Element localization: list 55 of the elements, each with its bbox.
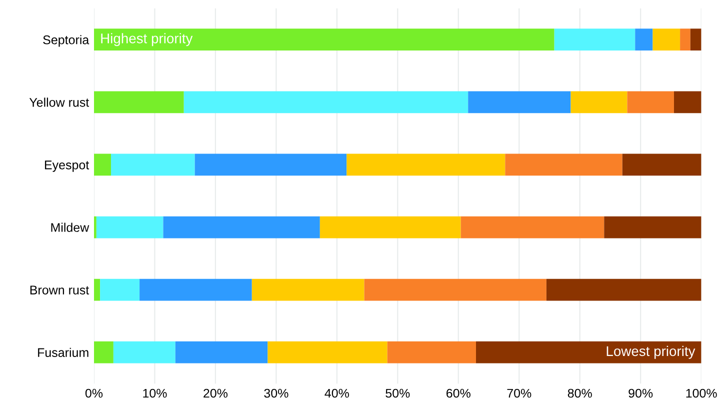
bar bbox=[175, 341, 268, 364]
bar bbox=[100, 278, 140, 301]
x-tick-label: 40% bbox=[324, 388, 349, 398]
y-tick-label: Eyespot bbox=[44, 160, 90, 172]
y-tick-label: Yellow rust bbox=[29, 98, 90, 107]
bar bbox=[320, 216, 461, 238]
bar bbox=[94, 91, 184, 114]
x-tick-label: 20% bbox=[204, 388, 228, 398]
bar bbox=[194, 154, 347, 176]
bar bbox=[163, 216, 320, 238]
bar bbox=[652, 28, 680, 51]
annotation: Lowest priority bbox=[606, 346, 696, 359]
annotation: Highest priority bbox=[101, 33, 193, 46]
bar bbox=[387, 341, 476, 364]
bar bbox=[94, 154, 111, 176]
x-tick-label: 60% bbox=[446, 388, 470, 398]
bar bbox=[570, 91, 628, 114]
bar bbox=[476, 341, 702, 364]
bar bbox=[690, 28, 702, 51]
bar bbox=[627, 91, 674, 114]
bar bbox=[140, 278, 252, 301]
bar bbox=[94, 28, 554, 51]
x-tick-label: 10% bbox=[143, 388, 167, 398]
bar bbox=[268, 341, 388, 364]
bar bbox=[96, 216, 164, 238]
bar bbox=[468, 91, 571, 114]
bar bbox=[622, 154, 702, 176]
x-tick-label: 30% bbox=[264, 388, 288, 398]
bar bbox=[505, 154, 622, 176]
bar bbox=[94, 216, 96, 238]
bar bbox=[460, 216, 604, 238]
bar bbox=[680, 28, 690, 51]
y-tick-label: Brown rust bbox=[30, 286, 90, 294]
y-tick-label: Septoria bbox=[43, 35, 90, 47]
bar bbox=[635, 28, 653, 51]
bar bbox=[554, 28, 636, 51]
y-tick-label: Fusarium bbox=[38, 348, 88, 358]
bar bbox=[364, 278, 546, 301]
x-tick-label: 80% bbox=[568, 388, 592, 398]
bar bbox=[113, 341, 176, 364]
bar bbox=[184, 91, 468, 114]
bar bbox=[604, 216, 702, 238]
x-tick-label: 90% bbox=[628, 388, 653, 398]
y-tick-label: Mildew bbox=[51, 222, 90, 232]
x-tick-label: 50% bbox=[386, 388, 410, 398]
bar bbox=[110, 154, 195, 176]
x-tick-label: 70% bbox=[507, 388, 532, 398]
bar bbox=[252, 278, 364, 301]
x-tick-label: 100% bbox=[686, 388, 717, 398]
x-tick-label: 0% bbox=[85, 388, 103, 398]
bar bbox=[94, 341, 114, 364]
bar bbox=[546, 278, 702, 301]
bar bbox=[94, 278, 100, 301]
bar bbox=[346, 154, 506, 176]
bar bbox=[674, 91, 702, 114]
